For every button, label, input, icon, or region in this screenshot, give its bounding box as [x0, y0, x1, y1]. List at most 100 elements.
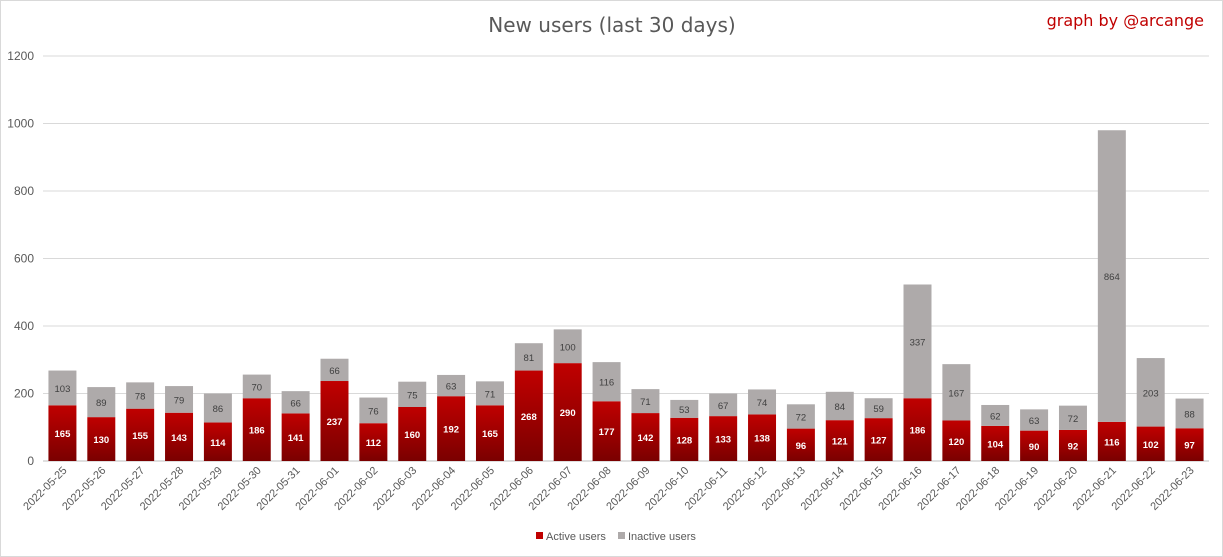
data-label-active: 92 — [1068, 441, 1079, 452]
bar-inactive-users — [242, 374, 271, 399]
y-tick-label: 800 — [14, 184, 34, 198]
bar-inactive-users — [825, 391, 854, 421]
bar-active-users — [242, 398, 271, 461]
chart-credit: graph by @arcange — [1047, 11, 1204, 30]
bar-inactive-users — [631, 389, 660, 414]
bar-active-users — [437, 396, 466, 461]
data-label-inactive: 864 — [1104, 272, 1120, 283]
bar-active-users — [786, 428, 815, 461]
bar-inactive-users — [475, 381, 504, 406]
data-label-inactive: 74 — [757, 398, 768, 409]
bar-inactive-users — [359, 397, 388, 424]
bars — [48, 130, 1204, 461]
bar-active-users — [1020, 430, 1049, 461]
data-label-inactive: 53 — [679, 405, 690, 416]
data-label-active: 121 — [832, 437, 849, 448]
data-label-active: 165 — [55, 429, 72, 440]
data-label-active: 133 — [715, 435, 731, 446]
data-label-inactive: 59 — [873, 404, 884, 415]
data-label-active: 177 — [599, 427, 615, 438]
bar-active-users — [281, 413, 310, 461]
bar-active-users — [48, 405, 77, 461]
data-label-active: 160 — [404, 430, 420, 441]
bar-inactive-users — [1020, 409, 1049, 431]
bar-inactive-users — [126, 382, 155, 409]
chart-title: New users (last 30 days) — [488, 13, 735, 37]
gridlines — [43, 55, 1209, 462]
x-axis-ticks: 2022-05-252022-05-262022-05-272022-05-28… — [21, 465, 1196, 513]
bar-inactive-users — [1175, 398, 1204, 429]
data-label-active: 138 — [754, 434, 770, 445]
bar-active-users — [398, 407, 427, 461]
legend-swatch-inactive — [618, 532, 625, 539]
bar-active-users — [864, 418, 893, 461]
bar-inactive-users — [903, 284, 932, 399]
bar-active-users — [126, 408, 155, 461]
y-tick-label: 600 — [14, 252, 34, 266]
data-label-active: 120 — [948, 437, 964, 448]
data-label-inactive: 79 — [174, 395, 185, 406]
data-label-active: 165 — [482, 429, 499, 440]
y-tick-label: 1000 — [7, 117, 34, 131]
bar-inactive-users — [981, 404, 1010, 426]
bar-active-users — [981, 425, 1010, 461]
bar-inactive-users — [203, 393, 232, 423]
data-label-active: 127 — [871, 436, 887, 447]
legend: Active users Inactive users — [536, 531, 696, 543]
data-label-inactive: 81 — [524, 353, 535, 364]
bar-inactive-users — [281, 391, 310, 414]
bar-active-users — [903, 398, 932, 461]
data-label-inactive: 72 — [1068, 414, 1079, 425]
bar-inactive-users — [864, 398, 893, 419]
data-label-inactive: 78 — [135, 392, 146, 403]
bar-inactive-users — [87, 387, 116, 418]
bar-inactive-users — [48, 370, 77, 406]
bar-active-users — [320, 381, 349, 461]
data-label-inactive: 66 — [329, 366, 340, 377]
data-label-active: 186 — [910, 426, 926, 437]
data-label-inactive: 89 — [96, 398, 107, 409]
y-tick-label: 0 — [27, 454, 34, 468]
data-label-inactive: 84 — [834, 402, 845, 413]
data-label-inactive: 167 — [948, 388, 964, 399]
bar-inactive-users — [1097, 130, 1126, 422]
bar-active-users — [670, 417, 699, 461]
bar-active-users — [203, 422, 232, 461]
bar-active-users — [1058, 429, 1087, 461]
bar-inactive-users — [786, 404, 815, 429]
bar-inactive-users — [1136, 358, 1165, 427]
bar-inactive-users — [437, 374, 466, 397]
data-label-inactive: 72 — [796, 412, 807, 423]
bar-active-users — [631, 413, 660, 461]
legend-label-inactive: Inactive users — [628, 531, 696, 543]
bar-inactive-users — [748, 389, 777, 415]
legend-label-active: Active users — [546, 531, 606, 543]
data-label-active: 128 — [676, 435, 692, 446]
data-label-active: 102 — [1143, 440, 1159, 451]
data-label-inactive: 103 — [55, 384, 71, 395]
data-label-inactive: 76 — [368, 406, 379, 417]
y-tick-label: 400 — [14, 319, 34, 333]
bar-inactive-users — [1058, 405, 1087, 430]
data-label-active: 186 — [249, 426, 265, 437]
data-label-inactive: 203 — [1143, 388, 1159, 399]
bar-inactive-users — [398, 381, 427, 407]
bar-active-users — [514, 370, 543, 461]
bar-active-users — [942, 420, 971, 461]
y-axis-ticks: 0 200 400 600 800 1000 1200 — [7, 49, 34, 468]
legend-swatch-active — [536, 532, 543, 539]
data-label-active: 141 — [288, 433, 305, 444]
data-label-active: 97 — [1184, 441, 1195, 452]
bar-inactive-users — [709, 393, 738, 417]
bar-active-users — [1136, 426, 1165, 461]
data-label-active: 237 — [327, 417, 343, 428]
bar-inactive-users — [592, 362, 621, 402]
data-label-inactive: 86 — [213, 404, 224, 415]
data-label-inactive: 66 — [290, 398, 301, 409]
data-label-inactive: 63 — [1029, 416, 1040, 427]
bar-inactive-users — [553, 329, 582, 364]
bar-active-users — [87, 417, 116, 461]
bar-inactive-users — [165, 386, 194, 413]
bar-active-users — [592, 401, 621, 461]
